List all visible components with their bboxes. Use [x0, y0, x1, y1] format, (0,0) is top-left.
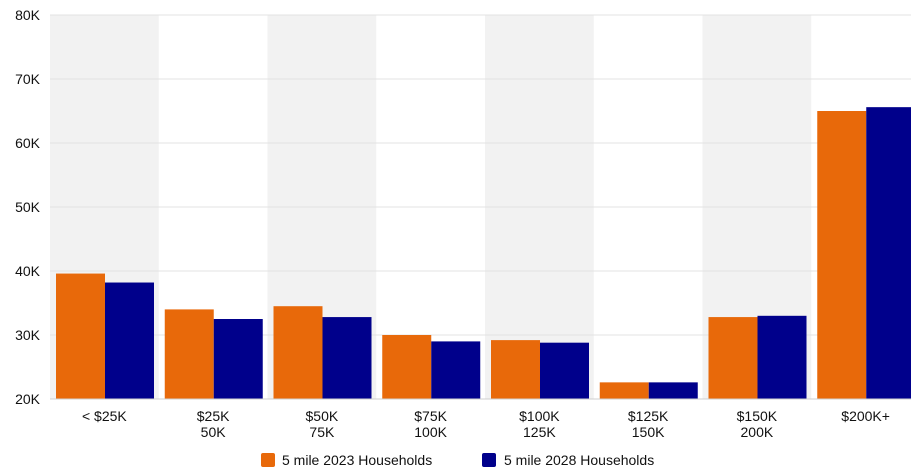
- bar-2028-6: [757, 315, 807, 399]
- x-tick-label: $150K: [737, 408, 778, 424]
- bar-2028-0: [105, 282, 154, 399]
- bar-2023-5: [599, 382, 649, 399]
- bar-2023-2: [273, 306, 323, 399]
- y-axis: 20K 30K 40K 50K 60K 70K 80K: [15, 7, 41, 407]
- bar-2028-4: [540, 342, 589, 399]
- x-tick-label: $75K: [414, 408, 447, 424]
- legend-swatch-2023: [261, 453, 275, 467]
- y-tick-label: 30K: [15, 327, 41, 343]
- bars: [56, 107, 911, 399]
- x-tick-label: 100K: [414, 424, 447, 440]
- legend-label-2023: 5 mile 2023 Households: [282, 452, 432, 468]
- bar-2028-5: [648, 382, 698, 399]
- x-tick-label: 200K: [741, 424, 774, 440]
- bar-2023-6: [708, 317, 758, 399]
- x-tick-label: 50K: [201, 424, 227, 440]
- bar-2028-3: [431, 341, 481, 399]
- x-tick-label: $100K: [519, 408, 560, 424]
- x-tick-label: 75K: [309, 424, 335, 440]
- bar-2023-1: [164, 309, 214, 399]
- bar-2023-3: [382, 335, 432, 399]
- x-tick-label: $25K: [197, 408, 230, 424]
- x-tick-label: $125K: [628, 408, 669, 424]
- x-tick-label: $50K: [306, 408, 339, 424]
- bar-2028-1: [213, 319, 263, 399]
- bar-2023-4: [491, 340, 540, 399]
- legend-label-2028: 5 mile 2028 Households: [504, 452, 654, 468]
- legend-swatch-2028: [482, 453, 496, 467]
- legend: 5 mile 2023 Households 5 mile 2028 Househ…: [261, 452, 654, 468]
- y-tick-label: 50K: [15, 199, 41, 215]
- y-tick-label: 80K: [15, 7, 41, 23]
- y-tick-label: 70K: [15, 71, 41, 87]
- bar-2028-2: [322, 317, 372, 399]
- x-tick-label: 150K: [632, 424, 665, 440]
- x-tick-label: 125K: [523, 424, 556, 440]
- bar-2028-7: [866, 107, 911, 399]
- y-tick-label: 40K: [15, 263, 41, 279]
- y-tick-label: 20K: [15, 391, 41, 407]
- y-tick-label: 60K: [15, 135, 41, 151]
- x-tick-label: < $25K: [82, 408, 127, 424]
- bar-2023-7: [817, 111, 867, 399]
- x-tick-label: $200K+: [841, 408, 890, 424]
- bar-2023-0: [56, 273, 105, 399]
